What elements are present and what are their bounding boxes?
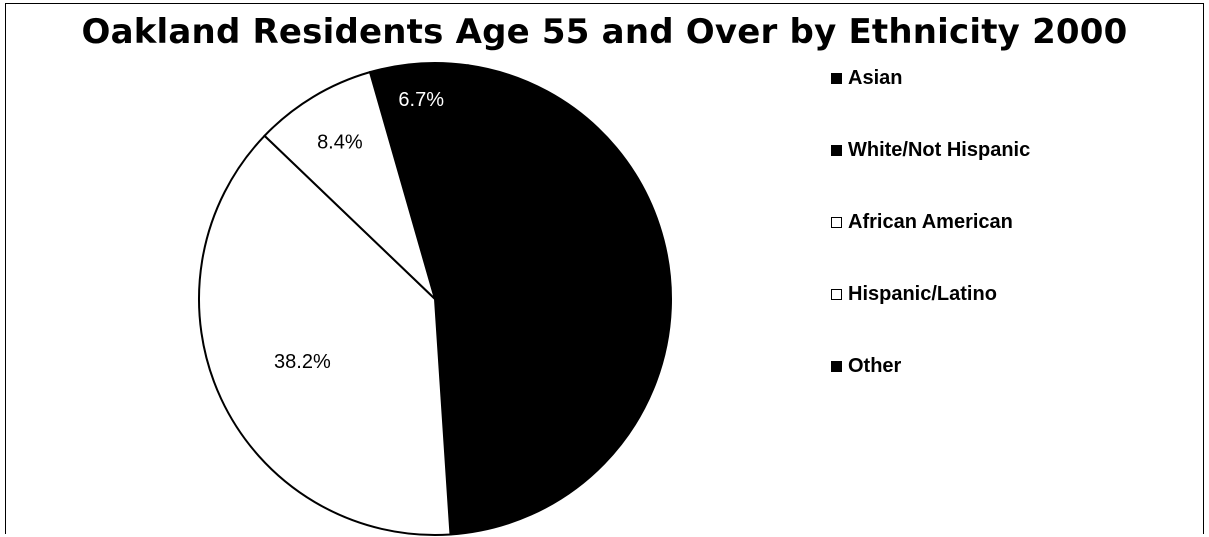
slice-data-label: 8.4% — [317, 131, 363, 153]
legend-swatch — [831, 288, 842, 300]
legend-item-hispanic-latino: Hispanic/Latino — [831, 279, 997, 309]
chart-title: Oakland Residents Age 55 and Over by Eth… — [81, 12, 1128, 52]
legend-item-white-not-hispanic: White/Not Hispanic — [831, 135, 1030, 165]
legend-label: African American — [848, 210, 1013, 233]
pie-slice-white-not-hispanic — [433, 64, 672, 536]
legend-label: White/Not Hispanic — [848, 138, 1031, 161]
legend-label: Other — [848, 354, 902, 377]
legend-swatch — [831, 216, 842, 228]
legend-swatch — [831, 144, 842, 156]
legend-swatch — [831, 360, 842, 372]
pie-slice-hispanic-latino — [263, 70, 437, 303]
legend-item-other: Other — [831, 351, 901, 381]
slice-data-label: 6.7% — [398, 89, 444, 111]
legend-label: Hispanic/Latino — [848, 282, 997, 305]
legend-item-asian: Asian — [831, 63, 902, 93]
legend-label: Asian — [848, 66, 903, 89]
legend-item-african-american: African American — [831, 207, 1013, 237]
pie-slice-african-american — [198, 134, 452, 536]
slice-data-label: 38.2% — [274, 351, 331, 373]
legend-swatch — [831, 72, 842, 84]
